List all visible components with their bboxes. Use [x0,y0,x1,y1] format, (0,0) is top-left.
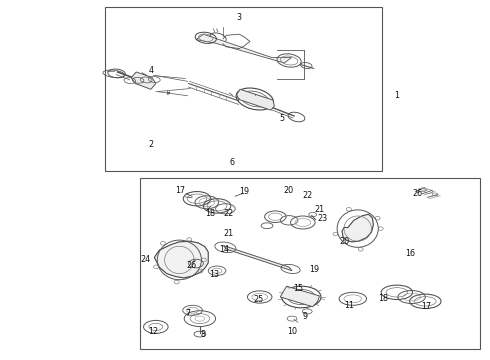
Text: 22: 22 [223,209,233,217]
Text: 5: 5 [279,113,284,122]
Text: 17: 17 [175,186,185,194]
Text: 19: 19 [239,187,249,196]
Text: 13: 13 [210,270,220,279]
Text: 17: 17 [421,302,431,311]
Text: 20: 20 [339,238,349,246]
Text: 23: 23 [318,214,327,223]
Text: 18: 18 [205,209,215,217]
Text: 11: 11 [344,301,354,310]
Text: 26: 26 [186,261,196,270]
Text: 8: 8 [201,330,206,338]
Polygon shape [131,72,156,89]
Text: 12: 12 [148,328,158,336]
Text: 16: 16 [406,249,416,258]
Polygon shape [196,34,292,63]
Text: 15: 15 [293,284,303,293]
Text: 14: 14 [220,245,229,253]
Polygon shape [154,241,208,278]
Text: 4: 4 [148,66,153,75]
Text: 21: 21 [315,205,324,214]
Text: 26: 26 [413,189,422,198]
Polygon shape [223,246,292,271]
Text: 22: 22 [303,191,313,199]
Polygon shape [280,286,319,307]
Text: 20: 20 [283,186,293,194]
Text: 3: 3 [237,13,242,22]
Polygon shape [342,214,373,242]
Text: 6: 6 [229,158,234,167]
Polygon shape [237,89,274,110]
Text: 25: 25 [254,295,264,304]
Text: 7: 7 [185,309,190,318]
Text: 1: 1 [394,91,399,100]
Bar [105,7,382,171]
Text: 24: 24 [140,256,150,264]
Text: 21: 21 [223,229,233,238]
Text: 9: 9 [302,311,307,320]
Text: 2: 2 [148,140,153,149]
Bar [140,178,480,349]
Text: 10: 10 [287,328,297,336]
Text: 19: 19 [310,265,319,274]
Text: 18: 18 [378,294,388,302]
